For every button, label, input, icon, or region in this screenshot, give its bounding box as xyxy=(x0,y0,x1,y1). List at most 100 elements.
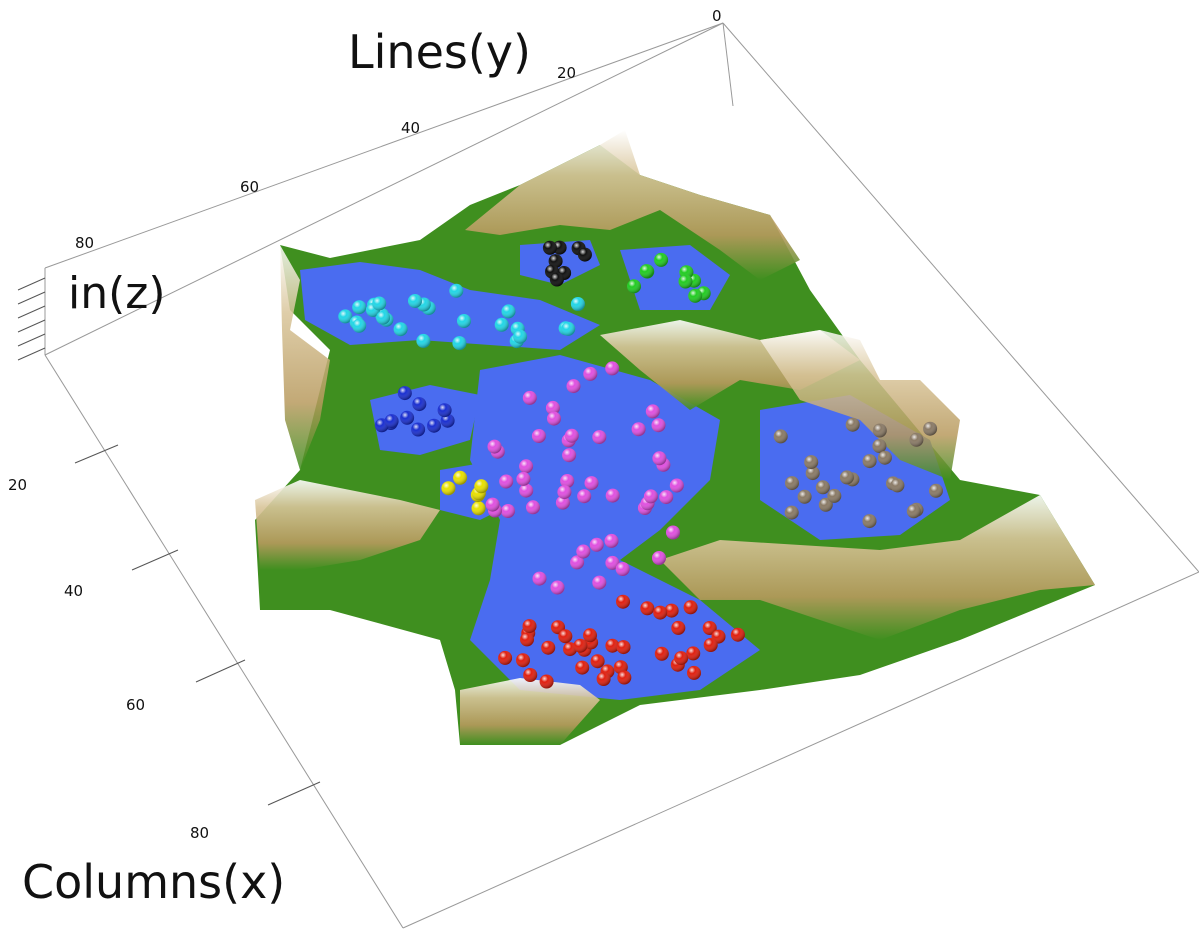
cluster-7-point-11-shade xyxy=(520,632,534,647)
cluster-5-point-0-shade xyxy=(560,474,575,488)
cluster-4-point-4-shade xyxy=(441,481,456,496)
cluster-1-point-9-shade xyxy=(412,397,427,412)
cluster-5-point-41-shade xyxy=(577,489,592,504)
cluster-7-point-14-shade xyxy=(523,668,538,682)
cluster-6-point-15-shade xyxy=(827,488,842,503)
cluster-6-point-2-shade xyxy=(909,432,924,447)
cluster-7-point-7-shade xyxy=(575,660,590,675)
cluster-5-point-23-shade xyxy=(651,418,666,433)
cluster-0-point-15-shade xyxy=(408,294,422,308)
cluster-4-point-1-shade xyxy=(471,501,486,516)
cluster-6-point-20-shade xyxy=(872,423,887,438)
cluster-5-point-25-shade xyxy=(631,422,646,437)
cluster-2-point-4-shade xyxy=(548,254,563,269)
ridge-bottom xyxy=(660,495,1095,640)
cluster-5-point-28-shade xyxy=(487,439,502,454)
cluster-2-point-8-shade xyxy=(549,272,564,287)
cluster-6-point-7-shade xyxy=(929,483,943,498)
cluster-7-point-33-shade xyxy=(674,651,689,666)
cluster-5-point-9-shade xyxy=(669,478,684,493)
cluster-0-point-23-shade xyxy=(376,310,391,325)
cluster-7-point-2-shade xyxy=(702,621,717,635)
cluster-7-point-5-shade xyxy=(687,665,701,680)
cluster-6-point-4-shade xyxy=(805,466,820,481)
cluster-5-point-45-shade xyxy=(592,575,607,590)
surface-terrain xyxy=(255,130,1095,745)
cluster-3-point-7-shade xyxy=(678,274,693,289)
cluster-5-point-17-shade xyxy=(659,490,674,505)
cluster-7-point-10-shade xyxy=(664,603,679,618)
cluster-5-point-26-shade xyxy=(499,474,514,489)
cluster-5-point-30-shade xyxy=(557,485,572,500)
cluster-0-point-24-shade xyxy=(372,296,387,311)
cluster-7-point-4-shade xyxy=(596,672,611,686)
cluster-5-point-11-shade xyxy=(532,571,547,586)
y-tick-20: 20 xyxy=(557,64,576,82)
cluster-0-point-25-shade xyxy=(449,283,464,298)
cluster-7-point-27-shade xyxy=(558,629,573,644)
cluster-5-point-6-shade xyxy=(562,448,577,463)
cluster-5-point-7-shade xyxy=(555,495,570,510)
cluster-2-point-3-shade xyxy=(552,240,567,255)
cluster-7-point-15-shade xyxy=(616,594,630,609)
cluster-0-point-22-shade xyxy=(452,336,467,351)
cluster-5-point-10-shade xyxy=(501,504,515,518)
cluster-5-point-40-shade xyxy=(605,555,620,570)
cluster-1-point-2-shade xyxy=(440,413,455,428)
cluster-0-point-5-shade xyxy=(416,333,431,348)
cluster-5-point-22-shade xyxy=(545,400,560,415)
ridge-front xyxy=(460,678,600,745)
cluster-5-point-4-shade xyxy=(592,430,607,445)
ridge-top xyxy=(465,130,800,280)
z-axis-title: in(z) xyxy=(68,268,166,319)
cluster-3-point-5-shade xyxy=(688,288,703,303)
cluster-0-point-1-shade xyxy=(494,317,509,332)
cluster-1-point-4-shade xyxy=(437,403,452,418)
cluster-0-point-13-shade xyxy=(501,304,516,319)
cluster-6-point-17-shade xyxy=(862,514,877,529)
cluster-5-point-5-shade xyxy=(584,476,599,491)
cluster-0-point-9-shade xyxy=(352,300,367,315)
y-tick-0: 0 xyxy=(712,7,722,25)
cluster-points xyxy=(338,240,943,689)
cluster-5-point-13-shade xyxy=(576,544,591,559)
cluster-7-point-30-shade xyxy=(703,638,718,652)
cluster-5-point-1-shade xyxy=(570,555,585,570)
cluster-6-point-1-shade xyxy=(818,497,833,512)
cluster-5-point-15-shade xyxy=(605,488,620,503)
cluster-7-point-3-shade xyxy=(640,601,655,616)
cluster-0-point-21-shade xyxy=(561,321,576,336)
cluster-4-point-5-shade xyxy=(474,479,489,494)
cluster-5-point-37-shade xyxy=(485,497,500,512)
cluster-5-point-39-shade xyxy=(564,428,579,443)
cluster-6-point-9-shade xyxy=(877,450,892,465)
cluster-5-point-12-shade xyxy=(566,379,581,394)
cluster-6-point-19-shade xyxy=(784,505,799,520)
cluster-7-point-36-shade xyxy=(616,640,631,655)
cluster-7-point-25-shade xyxy=(541,640,556,655)
cluster-5-point-34-shade xyxy=(516,471,531,486)
cluster-7-point-32-shade xyxy=(583,628,597,643)
cluster-5-point-27-shade xyxy=(605,361,620,376)
cluster-5-point-46-shade xyxy=(550,580,565,595)
cluster-7-point-1-shade xyxy=(590,654,605,669)
cluster-4-point-0-shade xyxy=(453,470,468,485)
basin-upper-left xyxy=(300,262,600,350)
cluster-6-point-5-shade xyxy=(797,489,812,504)
cluster-6-point-0-shade xyxy=(872,439,887,453)
ridge-left-upper xyxy=(280,245,330,470)
cluster-7-point-13-shade xyxy=(654,646,669,661)
cluster-7-point-37-shade xyxy=(683,600,698,615)
basin-left xyxy=(370,385,480,455)
cluster-6-point-10-shade xyxy=(815,480,830,495)
cluster-6-point-23-shade xyxy=(773,429,788,444)
cluster-7-point-31-shade xyxy=(605,638,620,653)
x-axis-ticks xyxy=(74,444,321,806)
cluster-5-point-33-shade xyxy=(583,366,598,381)
cluster-0-point-19-shade xyxy=(513,329,528,344)
y-tick-60: 60 xyxy=(240,178,259,196)
y-tick-80: 80 xyxy=(75,234,94,252)
cluster-3-point-3-shade xyxy=(627,279,641,294)
cluster-5-point-44-shade xyxy=(615,562,630,576)
cluster-1-point-7-shade xyxy=(384,414,399,429)
